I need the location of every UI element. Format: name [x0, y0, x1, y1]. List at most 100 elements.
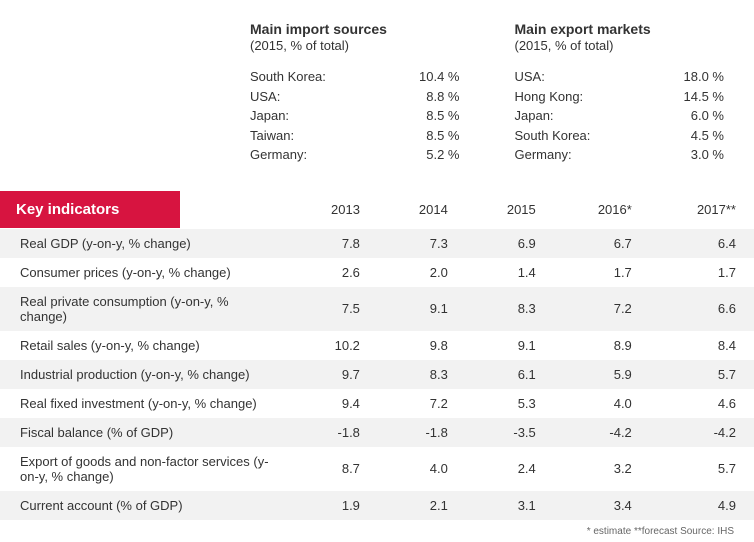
exports-row: USA: 18.0 %	[515, 67, 725, 87]
imports-row: Japan: 8.5 %	[250, 106, 460, 126]
table-row: Real GDP (y-on-y, % change)7.87.36.96.76…	[0, 229, 754, 258]
cell: 3.1	[466, 491, 554, 520]
cell: -1.8	[378, 418, 466, 447]
table-row: Retail sales (y-on-y, % change)10.29.89.…	[0, 331, 754, 360]
cell: 4.9	[650, 491, 754, 520]
year-header: 2017**	[650, 190, 754, 229]
row-label: Current account (% of GDP)	[0, 491, 290, 520]
imports-row: Taiwan:8.5 %	[250, 126, 460, 146]
cell: 1.9	[290, 491, 378, 520]
key-indicators-table: Key indicators 2013 2014 2015 2016* 2017…	[0, 190, 754, 520]
cell: 9.8	[378, 331, 466, 360]
cell: 2.4	[466, 447, 554, 491]
imports-label: Japan:	[250, 106, 289, 126]
cell: 4.0	[378, 447, 466, 491]
table-row: Export of goods and non-factor services …	[0, 447, 754, 491]
cell: -4.2	[554, 418, 650, 447]
table-row: Fiscal balance (% of GDP)-1.8-1.8-3.5-4.…	[0, 418, 754, 447]
exports-label: Japan:	[515, 106, 554, 126]
exports-value: 18.0 %	[684, 67, 724, 87]
cell: 9.7	[290, 360, 378, 389]
cell: 7.3	[378, 229, 466, 258]
cell: 3.2	[554, 447, 650, 491]
imports-value: 8.8 %	[426, 87, 459, 107]
cell: 5.7	[650, 447, 754, 491]
table-footnote: * estimate **forecast Source: IHS	[0, 520, 754, 537]
cell: 8.3	[466, 287, 554, 331]
cell: 5.9	[554, 360, 650, 389]
row-label: Real private consumption (y-on-y, % chan…	[0, 287, 290, 331]
table-row: Industrial production (y-on-y, % change)…	[0, 360, 754, 389]
cell: 1.7	[650, 258, 754, 287]
cell: 4.0	[554, 389, 650, 418]
exports-row: Hong Kong:14.5 %	[515, 87, 725, 107]
year-header: 2015	[466, 190, 554, 229]
exports-value: 6.0 %	[691, 106, 724, 126]
exports-label: USA:	[515, 67, 545, 87]
row-label: Fiscal balance (% of GDP)	[0, 418, 290, 447]
cell: 5.7	[650, 360, 754, 389]
imports-label: South Korea:	[250, 67, 326, 87]
exports-row: Germany: 3.0 %	[515, 145, 725, 165]
cell: 4.6	[650, 389, 754, 418]
cell: 3.4	[554, 491, 650, 520]
row-label: Industrial production (y-on-y, % change)	[0, 360, 290, 389]
cell: 1.7	[554, 258, 650, 287]
exports-row: South Korea: 4.5 %	[515, 126, 725, 146]
row-label: Real fixed investment (y-on-y, % change)	[0, 389, 290, 418]
cell: 1.4	[466, 258, 554, 287]
imports-value: 8.5 %	[426, 106, 459, 126]
imports-label: USA:	[250, 87, 280, 107]
cell: -1.8	[290, 418, 378, 447]
table-row: Current account (% of GDP)1.92.13.13.44.…	[0, 491, 754, 520]
table-row: Consumer prices (y-on-y, % change)2.62.0…	[0, 258, 754, 287]
imports-title: Main import sources	[250, 20, 460, 38]
row-label: Real GDP (y-on-y, % change)	[0, 229, 290, 258]
year-header: 2014	[378, 190, 466, 229]
imports-column: Main import sources (2015, % of total) S…	[250, 20, 460, 165]
imports-label: Germany:	[250, 145, 307, 165]
exports-value: 3.0 %	[691, 145, 724, 165]
imports-value: 10.4 %	[419, 67, 459, 87]
row-label: Retail sales (y-on-y, % change)	[0, 331, 290, 360]
table-header-row: Key indicators 2013 2014 2015 2016* 2017…	[0, 190, 754, 229]
cell: 8.7	[290, 447, 378, 491]
row-label: Consumer prices (y-on-y, % change)	[0, 258, 290, 287]
imports-row: South Korea: 10.4 %	[250, 67, 460, 87]
cell: 9.4	[290, 389, 378, 418]
exports-label: Germany:	[515, 145, 572, 165]
cell: 9.1	[466, 331, 554, 360]
imports-value: 8.5 %	[426, 126, 459, 146]
exports-label: South Korea:	[515, 126, 591, 146]
exports-label: Hong Kong:	[515, 87, 584, 107]
imports-row: Germany: 5.2 %	[250, 145, 460, 165]
cell: 6.9	[466, 229, 554, 258]
cell: 5.3	[466, 389, 554, 418]
exports-row: Japan: 6.0 %	[515, 106, 725, 126]
exports-title: Main export markets	[515, 20, 725, 38]
cell: 2.0	[378, 258, 466, 287]
table-row: Real fixed investment (y-on-y, % change)…	[0, 389, 754, 418]
cell: 7.5	[290, 287, 378, 331]
cell: 2.1	[378, 491, 466, 520]
cell: 7.8	[290, 229, 378, 258]
year-header: 2016*	[554, 190, 650, 229]
exports-subtitle: (2015, % of total)	[515, 38, 725, 53]
imports-value: 5.2 %	[426, 145, 459, 165]
cell: 9.1	[378, 287, 466, 331]
imports-subtitle: (2015, % of total)	[250, 38, 460, 53]
cell: 6.4	[650, 229, 754, 258]
exports-value: 4.5 %	[691, 126, 724, 146]
cell: 2.6	[290, 258, 378, 287]
cell: 6.1	[466, 360, 554, 389]
cell: -3.5	[466, 418, 554, 447]
year-header: 2013	[290, 190, 378, 229]
key-indicators-badge: Key indicators	[0, 191, 180, 228]
row-label: Export of goods and non-factor services …	[0, 447, 290, 491]
table-row: Real private consumption (y-on-y, % chan…	[0, 287, 754, 331]
cell: 6.7	[554, 229, 650, 258]
imports-row: USA: 8.8 %	[250, 87, 460, 107]
cell: 8.9	[554, 331, 650, 360]
cell: 8.4	[650, 331, 754, 360]
cell: -4.2	[650, 418, 754, 447]
